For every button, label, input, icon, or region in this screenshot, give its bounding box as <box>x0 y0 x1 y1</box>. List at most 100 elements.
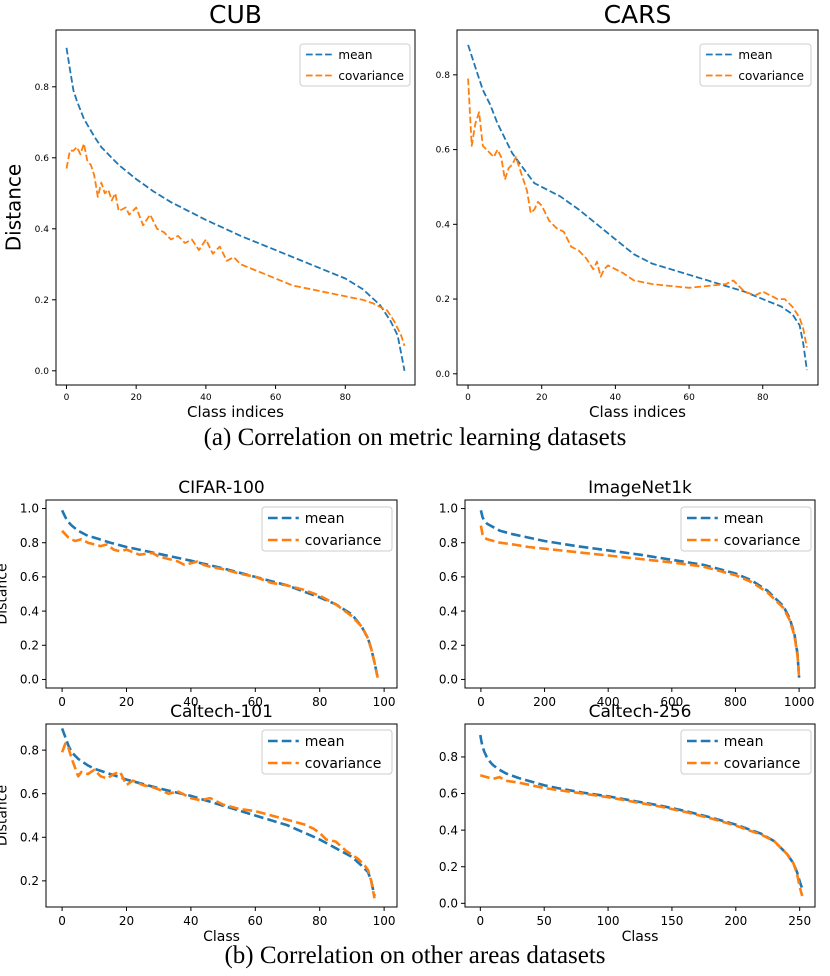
x-tick-label: 100 <box>373 695 396 709</box>
legend-label-mean: mean <box>724 511 764 527</box>
legend-label-mean: mean <box>738 48 772 62</box>
y-tick-label: 0.0 <box>436 370 451 380</box>
x-tick-label: 60 <box>248 695 263 709</box>
legend-label-covariance: covariance <box>724 533 801 549</box>
chart-title: CARS <box>604 0 672 29</box>
x-tick-label: 80 <box>312 914 327 928</box>
caption-b: (b) Correlation on other areas datasets <box>224 942 606 969</box>
x-tick-label: 60 <box>248 914 263 928</box>
y-tick-label: 0.2 <box>20 874 39 888</box>
y-tick-label: 0.6 <box>439 570 458 584</box>
x-tick-label: 40 <box>183 695 198 709</box>
x-tick-label: 0 <box>64 393 70 403</box>
x-tick-label: 40 <box>200 393 212 403</box>
legend-box <box>261 506 393 552</box>
chart-title: Caltech-256 <box>589 702 692 722</box>
legend-label-mean: mean <box>724 734 764 750</box>
y-tick-label: 0.2 <box>436 295 450 305</box>
legend: mean covariance <box>699 43 812 87</box>
x-tick-label: 200 <box>533 695 556 709</box>
y-tick-label: 0.8 <box>20 536 39 550</box>
y-tick-label: 0.0 <box>439 673 458 687</box>
legend-label-mean: mean <box>305 734 345 750</box>
series-line-mean <box>467 44 808 371</box>
series-line-covariance <box>60 742 376 899</box>
y-tick-label: 0.8 <box>439 750 458 764</box>
x-tick-label: 600 <box>660 695 683 709</box>
y-tick-label: 0.4 <box>20 604 39 618</box>
y-axis-label: Distance <box>0 785 10 846</box>
legend: mean covariance <box>680 506 812 552</box>
legend-label-mean: mean <box>305 511 345 527</box>
x-axis-label: Class <box>203 929 240 945</box>
plot-frame <box>456 29 819 386</box>
caption-a: (a) Correlation on metric learning datas… <box>203 424 627 451</box>
plot-frame <box>45 499 398 689</box>
x-tick-label: 50 <box>537 914 552 928</box>
x-tick-label: 150 <box>660 914 683 928</box>
series-line-covariance <box>467 78 808 348</box>
legend-label-covariance: covariance <box>305 533 382 549</box>
series-line-covariance <box>479 773 804 897</box>
chart-caltech101: Caltech-101 0 20 40 60 80 100 0.2 0.4 0.6 0.8 Class… <box>0 702 398 945</box>
y-tick-label: 0.6 <box>439 787 458 801</box>
y-tick-label: 0.4 <box>436 220 451 230</box>
chart-cifar100: CIFAR-100 0 20 40 60 80 100 0.0 0.2 0.4 0.6 0.8 1.0 D… <box>0 478 398 709</box>
x-tick-label: 80 <box>757 393 769 403</box>
legend: mean covariance <box>261 506 393 552</box>
x-tick-label: 80 <box>312 695 327 709</box>
chart-title: ImageNet1k <box>588 478 692 498</box>
x-tick-label: 100 <box>373 914 396 928</box>
x-tick-label: 400 <box>597 695 620 709</box>
y-tick-label: 0.0 <box>439 897 458 911</box>
x-tick-label: 20 <box>536 393 548 403</box>
legend-box <box>261 729 393 775</box>
chart-caltech256: Caltech-256 0 50 100 150 200 250 0.0 0.2 0.4 0.6 0.… <box>439 702 816 945</box>
x-tick-label: 40 <box>610 393 622 403</box>
y-tick-label: 0.6 <box>20 787 39 801</box>
x-axis-label: Class indices <box>589 403 686 421</box>
chart-imagenet1k: ImageNet1k 0 200 400 600 800 1000 0.0 0.2 0.4 0.6 0… <box>439 478 816 709</box>
y-tick-label: 0.2 <box>439 860 458 874</box>
legend: mean covariance <box>680 729 812 775</box>
x-tick-label: 20 <box>130 393 142 403</box>
y-tick-label: 0.8 <box>436 71 451 81</box>
legend-box <box>680 506 812 552</box>
chart-cub: CUB 0 20 40 60 80 0.0 0.2 0.4 0.6 0.8 Class indices… <box>2 0 416 421</box>
legend-box <box>680 729 812 775</box>
y-tick-label: 0.2 <box>35 296 49 306</box>
y-tick-label: 0.8 <box>35 83 50 93</box>
x-tick-label: 1000 <box>784 695 815 709</box>
x-tick-label: 60 <box>683 393 695 403</box>
legend-label-covariance: covariance <box>338 69 404 83</box>
y-axis-label: Distance <box>2 164 26 251</box>
series-line-covariance <box>479 525 801 678</box>
plot-frame <box>45 723 398 908</box>
x-tick-label: 40 <box>183 914 198 928</box>
legend: mean covariance <box>299 43 411 87</box>
plot-frame <box>464 499 816 689</box>
x-tick-label: 200 <box>724 914 747 928</box>
y-tick-label: 0.0 <box>35 367 50 377</box>
chart-title: CUB <box>209 0 262 29</box>
x-tick-label: 20 <box>119 914 134 928</box>
x-tick-label: 80 <box>340 393 352 403</box>
y-tick-label: 0.2 <box>20 638 39 652</box>
x-tick-label: 100 <box>597 914 620 928</box>
y-tick-label: 1.0 <box>20 502 39 516</box>
chart-title: Caltech-101 <box>170 702 273 722</box>
y-tick-label: 0.2 <box>439 638 458 652</box>
plot-frame <box>55 29 416 386</box>
y-tick-label: 0.4 <box>439 604 458 618</box>
plot-frame <box>464 723 816 908</box>
y-tick-label: 0.4 <box>20 830 39 844</box>
x-tick-label: 800 <box>724 695 747 709</box>
x-tick-label: 0 <box>477 695 485 709</box>
legend-label-covariance: covariance <box>724 756 801 772</box>
series-line-covariance <box>61 529 379 678</box>
series-line-covariance <box>65 142 406 347</box>
x-tick-label: 0 <box>477 914 485 928</box>
y-tick-label: 0.8 <box>20 743 39 757</box>
legend-label-covariance: covariance <box>738 69 804 83</box>
